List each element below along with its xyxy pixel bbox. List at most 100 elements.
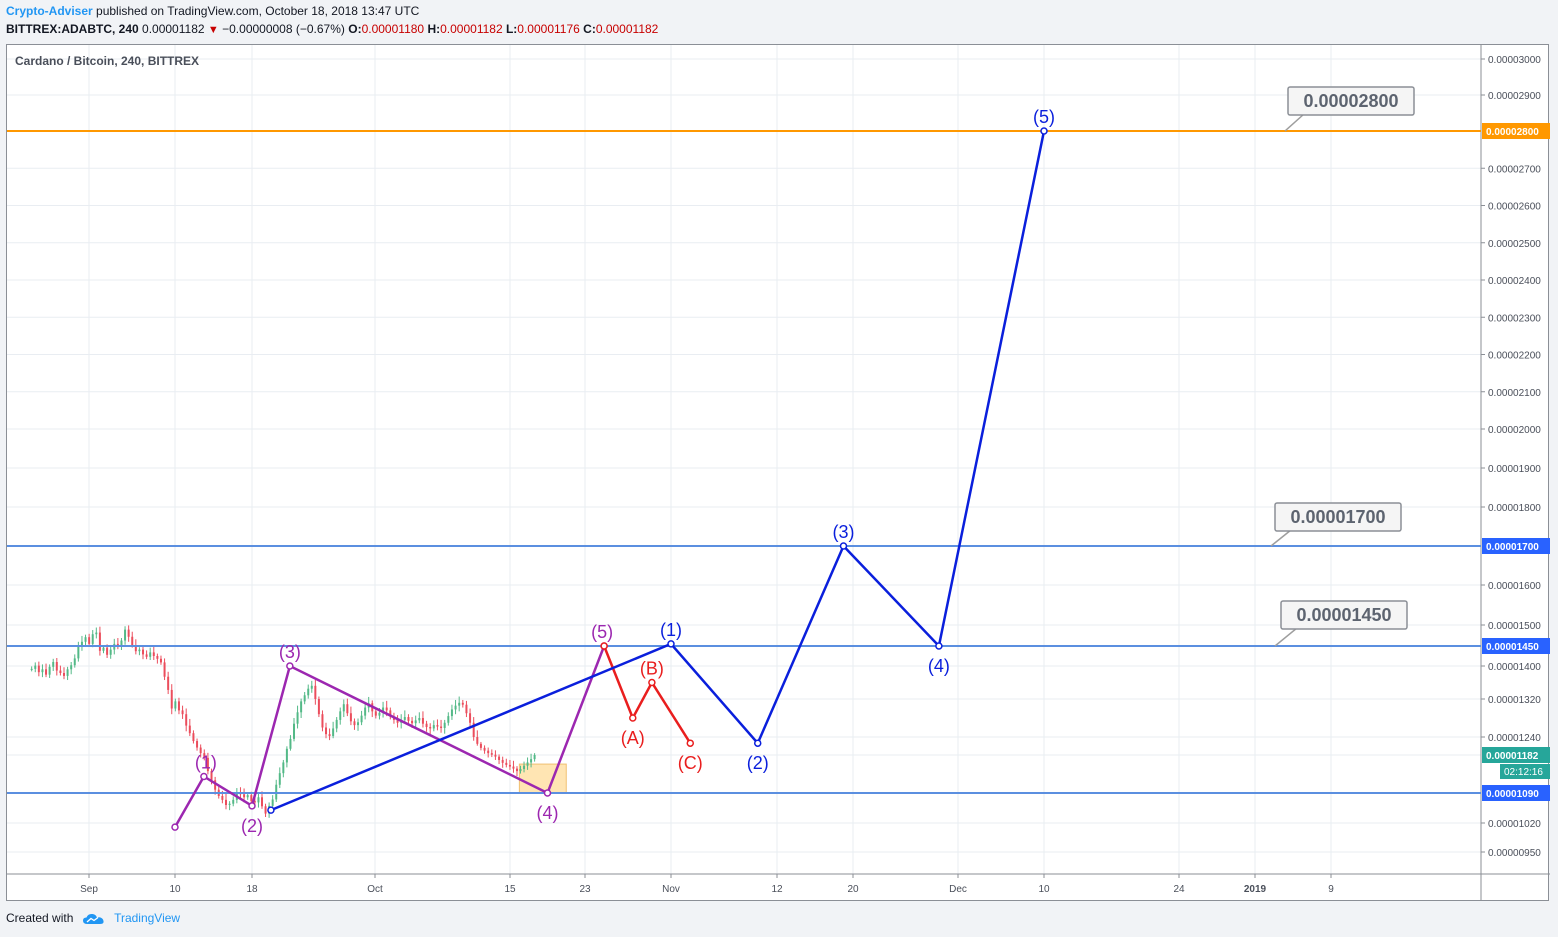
time-axis-label: 9 — [1328, 884, 1334, 895]
candle-body — [396, 719, 399, 723]
close-label: C: — [583, 22, 596, 36]
candle-body — [421, 718, 424, 724]
candle-body — [124, 629, 127, 641]
candle-body — [328, 734, 331, 737]
purple-wave-label: (1) — [195, 752, 217, 772]
candle-body — [203, 753, 206, 758]
candle-body — [98, 632, 101, 651]
highlight-box — [518, 763, 567, 794]
candle-body — [73, 658, 76, 666]
candle-body — [310, 685, 313, 689]
level-price-tag — [1482, 538, 1550, 554]
callout-label: 0.00002800 — [1303, 91, 1398, 111]
red-correction-vertex — [629, 714, 637, 722]
candle-body — [346, 704, 349, 714]
blue-wave-label: (1) — [660, 620, 682, 640]
footer: Created with TradingView — [6, 911, 180, 925]
candle-body — [425, 723, 428, 728]
time-axis-label: 23 — [579, 884, 591, 895]
author-link[interactable]: Crypto-Adviser — [6, 4, 93, 18]
red-correction-vertex — [686, 739, 695, 747]
header-line-2: BITTREX:ADABTC, 240 0.00001182 ▼ −0.0000… — [6, 22, 658, 38]
price-axis-label: 0.00001400 — [1488, 662, 1541, 673]
low-value: 0.00001176 — [517, 22, 580, 36]
candle-body — [494, 754, 497, 757]
candle-body — [91, 634, 94, 644]
candle-body — [185, 714, 188, 726]
level-price-tag-label: 0.00002800 — [1486, 127, 1539, 138]
blue-wave-vertex — [267, 806, 275, 814]
time-axis-label: Dec — [949, 884, 967, 895]
plot-area — [7, 45, 1481, 874]
candle-body — [199, 747, 202, 754]
candle-body — [95, 632, 98, 635]
candle-body — [88, 637, 91, 644]
time-axis-label: Nov — [662, 884, 680, 895]
candle-body — [192, 733, 195, 742]
candle-body — [360, 715, 363, 723]
candle-body — [59, 670, 62, 674]
candle-body — [414, 720, 417, 724]
candle-body — [45, 669, 48, 675]
blue-wave-label: (5) — [1033, 107, 1055, 127]
price-axis-label: 0.00001900 — [1488, 464, 1541, 475]
candle-body — [501, 759, 504, 763]
level-price-tag — [1482, 123, 1550, 139]
candle-body — [282, 762, 285, 774]
candle-body — [512, 766, 515, 769]
candle-body — [533, 755, 536, 760]
candle-body — [177, 701, 180, 711]
price-axis-label: 0.00002500 — [1488, 239, 1541, 250]
candle-body — [106, 647, 109, 655]
blue-wave-label: (4) — [928, 656, 950, 676]
candle-body — [221, 796, 224, 800]
price-axis-label: 0.00002900 — [1488, 91, 1541, 102]
candle-body — [214, 780, 217, 790]
symbol-label: BITTREX:ADABTC, 240 — [6, 22, 139, 36]
candle-body — [447, 716, 450, 723]
level-price-tag-label: 0.00001090 — [1486, 789, 1539, 800]
candle-body — [349, 713, 352, 722]
candle-body — [70, 665, 73, 670]
candle-body — [296, 712, 299, 724]
candle-body — [80, 641, 83, 647]
candle-body — [378, 712, 381, 716]
candle-body — [389, 710, 392, 717]
tradingview-link[interactable]: TradingView — [114, 911, 181, 925]
down-arrow-icon: ▼ — [207, 24, 219, 36]
candle-body — [353, 721, 356, 726]
price-axis-label: 0.00002200 — [1488, 351, 1541, 362]
candle-body — [260, 797, 263, 807]
time-axis-label: 20 — [847, 884, 859, 895]
blue-wave-vertex — [839, 542, 848, 550]
candle-body — [411, 720, 414, 724]
price-axis-label: 0.00003000 — [1488, 55, 1541, 66]
candle-body — [461, 702, 464, 705]
open-value: 0.00001180 — [361, 22, 425, 36]
candle-body — [62, 673, 65, 676]
level-price-tag-label: 0.00001450 — [1486, 642, 1539, 653]
candle-body — [210, 771, 213, 781]
candle-body — [41, 669, 44, 673]
time-axis-label: 10 — [169, 884, 181, 895]
purple-wave-label: (3) — [279, 642, 301, 662]
candle-body — [149, 652, 152, 657]
candle-body — [278, 773, 281, 785]
price-chart[interactable]: Cardano / Bitcoin, 240, BITTREX 0.0000280… — [7, 45, 1550, 902]
candle-body — [253, 801, 256, 803]
candle-body — [55, 662, 58, 671]
candle-body — [487, 750, 490, 754]
chart-frame[interactable]: Cardano / Bitcoin, 240, BITTREX 0.0000280… — [6, 44, 1550, 902]
time-axis-label: 12 — [771, 884, 783, 895]
low-label: L: — [505, 22, 518, 36]
purple-wave-vertex — [543, 789, 552, 797]
candle-body — [519, 769, 522, 772]
purple-wave-label: (5) — [591, 622, 613, 642]
candle-body — [145, 654, 148, 657]
high-value: 0.00001182 — [440, 22, 503, 36]
callout-pointer — [1284, 113, 1305, 132]
callout-pointer — [1270, 529, 1292, 547]
candle-body — [321, 714, 324, 728]
candle-body — [342, 704, 345, 712]
candle-body — [450, 709, 453, 717]
